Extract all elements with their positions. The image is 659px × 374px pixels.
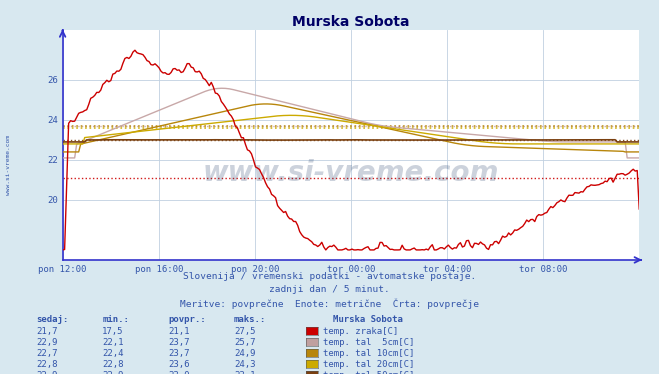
Title: Murska Sobota: Murska Sobota [292, 15, 410, 29]
Text: 22,4: 22,4 [102, 349, 124, 358]
Text: www.si-vreme.com: www.si-vreme.com [6, 135, 11, 194]
Text: 17,5: 17,5 [102, 327, 124, 335]
Text: temp. zraka[C]: temp. zraka[C] [323, 327, 398, 335]
Text: 22,9: 22,9 [102, 371, 124, 374]
Text: Slovenija / vremenski podatki - avtomatske postaje.: Slovenija / vremenski podatki - avtomats… [183, 272, 476, 280]
Text: temp. tal 10cm[C]: temp. tal 10cm[C] [323, 349, 415, 358]
Text: 23,6: 23,6 [168, 360, 190, 369]
Text: Meritve: povprečne  Enote: metrične  Črta: povprečje: Meritve: povprečne Enote: metrične Črta:… [180, 298, 479, 309]
Text: 21,7: 21,7 [36, 327, 58, 335]
Text: 23,1: 23,1 [234, 371, 256, 374]
Text: sedaj:: sedaj: [36, 315, 69, 324]
Text: 22,9: 22,9 [36, 371, 58, 374]
Text: zadnji dan / 5 minut.: zadnji dan / 5 minut. [269, 285, 390, 294]
Text: 22,7: 22,7 [36, 349, 58, 358]
Text: 22,9: 22,9 [36, 338, 58, 347]
Text: 27,5: 27,5 [234, 327, 256, 335]
Text: 23,0: 23,0 [168, 371, 190, 374]
Text: 22,8: 22,8 [102, 360, 124, 369]
Text: temp. tal 50cm[C]: temp. tal 50cm[C] [323, 371, 415, 374]
Text: 25,7: 25,7 [234, 338, 256, 347]
Text: temp. tal  5cm[C]: temp. tal 5cm[C] [323, 338, 415, 347]
Text: 23,7: 23,7 [168, 349, 190, 358]
Text: maks.:: maks.: [234, 315, 266, 324]
Text: www.si-vreme.com: www.si-vreme.com [203, 159, 499, 187]
Text: 23,7: 23,7 [168, 338, 190, 347]
Text: povpr.:: povpr.: [168, 315, 206, 324]
Text: 21,1: 21,1 [168, 327, 190, 335]
Text: 24,3: 24,3 [234, 360, 256, 369]
Text: 22,8: 22,8 [36, 360, 58, 369]
Text: 24,9: 24,9 [234, 349, 256, 358]
Text: 22,1: 22,1 [102, 338, 124, 347]
Text: Murska Sobota: Murska Sobota [333, 315, 403, 324]
Text: temp. tal 20cm[C]: temp. tal 20cm[C] [323, 360, 415, 369]
Text: min.:: min.: [102, 315, 129, 324]
